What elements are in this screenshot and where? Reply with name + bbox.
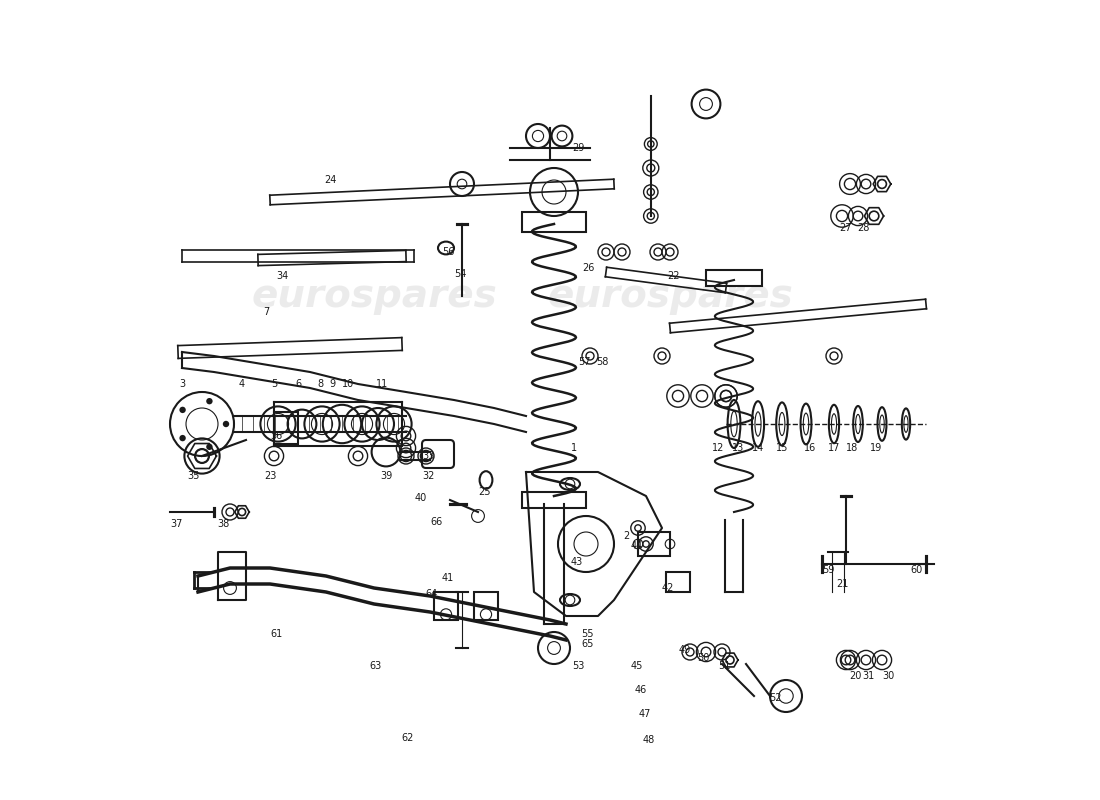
- Text: 19: 19: [870, 443, 882, 453]
- Bar: [666, 572, 690, 592]
- Text: 18: 18: [846, 443, 858, 453]
- Text: 37: 37: [170, 519, 183, 529]
- Circle shape: [179, 406, 186, 413]
- Bar: [434, 592, 458, 620]
- Circle shape: [206, 444, 212, 450]
- Text: 36: 36: [271, 431, 283, 441]
- Text: 43: 43: [570, 557, 583, 566]
- Text: 21: 21: [836, 579, 848, 589]
- Text: 24: 24: [323, 175, 337, 185]
- Text: 55: 55: [581, 629, 594, 638]
- Text: 16: 16: [804, 443, 816, 453]
- Text: 59: 59: [822, 565, 835, 574]
- Text: 22: 22: [668, 271, 680, 281]
- Bar: [274, 412, 298, 444]
- Text: 45: 45: [630, 661, 642, 670]
- Text: 46: 46: [635, 685, 647, 694]
- Text: 40: 40: [415, 493, 427, 502]
- Text: 25: 25: [478, 487, 491, 497]
- Text: 6: 6: [295, 379, 301, 389]
- Bar: [474, 592, 498, 620]
- Text: 54: 54: [454, 269, 466, 278]
- Text: 5: 5: [271, 379, 277, 389]
- Circle shape: [206, 398, 212, 404]
- Text: 10: 10: [341, 379, 354, 389]
- Text: 29: 29: [572, 143, 584, 153]
- Circle shape: [223, 421, 229, 427]
- Text: 63: 63: [370, 661, 382, 670]
- Text: 4: 4: [239, 379, 245, 389]
- Text: 60: 60: [911, 565, 923, 574]
- Text: 57: 57: [579, 357, 591, 366]
- Text: 23: 23: [264, 471, 276, 481]
- Text: 3: 3: [179, 379, 185, 389]
- Text: 44: 44: [630, 541, 642, 550]
- Text: 33: 33: [422, 451, 435, 461]
- Bar: [706, 270, 762, 286]
- Text: 32: 32: [422, 471, 435, 481]
- Text: 28: 28: [857, 223, 870, 233]
- Text: 51: 51: [718, 661, 730, 670]
- Text: 12: 12: [712, 443, 724, 453]
- Bar: [522, 212, 586, 232]
- Text: 61: 61: [271, 629, 283, 638]
- Polygon shape: [526, 472, 662, 616]
- Text: 13: 13: [732, 443, 744, 453]
- Circle shape: [179, 435, 186, 442]
- Text: 58: 58: [596, 357, 608, 366]
- Bar: [522, 492, 586, 508]
- Text: 26: 26: [582, 263, 595, 273]
- Text: 11: 11: [376, 379, 388, 389]
- Text: eurospares: eurospares: [547, 277, 793, 315]
- Text: 15: 15: [776, 443, 789, 453]
- Text: 66: 66: [430, 517, 442, 526]
- Text: 62: 62: [402, 733, 414, 742]
- Text: 20: 20: [849, 671, 861, 681]
- Text: 47: 47: [638, 709, 650, 718]
- Text: 30: 30: [882, 671, 894, 681]
- Text: 42: 42: [661, 583, 674, 593]
- Text: 50: 50: [697, 653, 710, 662]
- Text: 27: 27: [839, 223, 853, 233]
- Text: 38: 38: [218, 519, 230, 529]
- Text: 39: 39: [381, 471, 393, 481]
- Text: 34: 34: [276, 271, 288, 281]
- Text: 56: 56: [442, 247, 454, 257]
- Text: 9: 9: [329, 379, 336, 389]
- Text: eurospares: eurospares: [251, 277, 497, 315]
- Text: 7: 7: [263, 307, 270, 317]
- Text: 48: 48: [642, 735, 654, 745]
- Text: 64: 64: [426, 589, 438, 598]
- Text: 35: 35: [188, 471, 200, 481]
- Text: 1: 1: [571, 443, 578, 453]
- Text: 65: 65: [582, 639, 594, 649]
- Text: 8: 8: [317, 379, 323, 389]
- Text: 14: 14: [752, 443, 764, 453]
- Bar: [638, 532, 670, 556]
- Text: 41: 41: [441, 573, 453, 582]
- Text: 53: 53: [572, 661, 584, 670]
- Text: 52: 52: [769, 693, 782, 702]
- Text: 49: 49: [679, 645, 691, 654]
- Text: 17: 17: [828, 443, 840, 453]
- Text: 31: 31: [862, 671, 874, 681]
- Text: 2: 2: [623, 531, 629, 541]
